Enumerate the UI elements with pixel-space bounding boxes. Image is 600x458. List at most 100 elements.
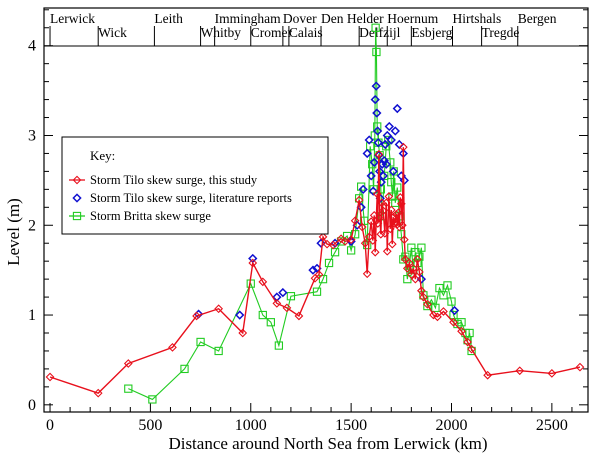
data-point bbox=[192, 311, 201, 321]
data-point bbox=[148, 395, 157, 404]
data-point bbox=[417, 286, 426, 296]
series-0 bbox=[45, 142, 585, 398]
data-point bbox=[412, 254, 422, 264]
data-point bbox=[282, 303, 292, 313]
data-point bbox=[372, 126, 383, 136]
data-point bbox=[515, 366, 525, 376]
y-tick-label: 2 bbox=[28, 217, 36, 234]
data-point bbox=[463, 337, 472, 347]
station-label: Den Helder bbox=[321, 11, 384, 26]
legend-entry: Storm Tilo skew surge, this study bbox=[69, 173, 258, 187]
data-point bbox=[408, 263, 418, 273]
data-point bbox=[45, 372, 55, 382]
data-point bbox=[387, 178, 396, 187]
station-label: Leith bbox=[154, 11, 183, 26]
data-point bbox=[384, 192, 394, 201]
data-point bbox=[372, 189, 382, 199]
legend-marker bbox=[72, 211, 82, 221]
data-point bbox=[357, 222, 367, 232]
data-point bbox=[381, 159, 391, 169]
data-point bbox=[372, 47, 381, 57]
data-point bbox=[314, 270, 324, 280]
data-point bbox=[386, 135, 396, 145]
data-point bbox=[93, 388, 103, 398]
data-point bbox=[350, 216, 360, 226]
data-point bbox=[439, 307, 448, 316]
data-point bbox=[248, 253, 258, 264]
legend: Key: Storm Tilo skew surge, this study St… bbox=[61, 136, 329, 235]
data-point bbox=[393, 208, 403, 218]
legend-title: Key: bbox=[90, 148, 115, 163]
station-label: Dover bbox=[283, 11, 317, 26]
data-point bbox=[272, 292, 282, 302]
data-point bbox=[366, 171, 376, 181]
data-point bbox=[394, 222, 404, 232]
data-point bbox=[467, 346, 476, 356]
data-point bbox=[370, 94, 380, 105]
data-point bbox=[373, 122, 382, 131]
data-point bbox=[403, 274, 412, 284]
data-point bbox=[379, 155, 389, 166]
axis-ticks bbox=[44, 9, 588, 412]
x-axis-title: Distance around North Sea from Lerwick (… bbox=[168, 434, 487, 453]
data-point bbox=[180, 364, 189, 374]
x-tick-label: 2500 bbox=[536, 417, 568, 434]
x-tick-label: 1500 bbox=[335, 417, 367, 434]
data-point bbox=[324, 258, 334, 268]
tick-labels: 0 500 1000 1500 2000 2500 0 1 2 3 4 bbox=[28, 38, 568, 434]
data-point bbox=[385, 224, 395, 234]
data-point bbox=[415, 267, 424, 277]
series-layer bbox=[45, 23, 585, 404]
data-point bbox=[427, 295, 436, 304]
legend-label: Storm Tilo skew surge, this study bbox=[90, 173, 258, 187]
data-point bbox=[416, 274, 427, 284]
legend-marker bbox=[72, 175, 82, 185]
data-point bbox=[390, 126, 400, 136]
data-point bbox=[447, 297, 456, 306]
data-point bbox=[308, 265, 318, 275]
data-point bbox=[371, 23, 380, 32]
data-point bbox=[235, 310, 245, 320]
plot-border bbox=[43, 7, 589, 413]
y-tick-label: 0 bbox=[28, 397, 36, 414]
data-point bbox=[404, 258, 414, 268]
data-point bbox=[396, 199, 406, 209]
data-point bbox=[248, 258, 258, 268]
x-tick-label: 1000 bbox=[235, 417, 267, 434]
station-label: Whitby bbox=[201, 25, 242, 40]
data-point bbox=[358, 184, 368, 195]
data-point bbox=[399, 255, 408, 264]
data-point bbox=[274, 341, 284, 350]
data-point bbox=[457, 326, 466, 336]
data-point bbox=[350, 230, 360, 239]
data-point bbox=[388, 166, 398, 177]
data-point bbox=[398, 142, 408, 152]
x-tick-label: 500 bbox=[138, 417, 162, 434]
station-label: Immingham bbox=[215, 11, 281, 26]
y-tick-label: 1 bbox=[28, 307, 36, 324]
data-point bbox=[375, 213, 385, 223]
data-point bbox=[386, 205, 396, 215]
y-tick-label: 4 bbox=[28, 38, 36, 55]
station-label: Calais bbox=[289, 25, 323, 40]
data-point bbox=[360, 238, 370, 248]
data-point bbox=[382, 246, 392, 256]
data-point bbox=[376, 229, 386, 239]
data-point bbox=[457, 318, 466, 327]
y-axis-title: Level (m) bbox=[4, 198, 23, 266]
data-point bbox=[354, 195, 364, 205]
data-point bbox=[373, 219, 383, 228]
data-point bbox=[394, 139, 404, 150]
station-label: Esbjerg bbox=[411, 25, 452, 40]
station-label: Lerwick bbox=[50, 11, 95, 26]
data-point bbox=[369, 157, 379, 168]
plot-frame bbox=[43, 7, 589, 413]
data-point bbox=[423, 299, 432, 309]
legend-label: Storm Britta skew surge bbox=[90, 209, 211, 223]
data-point bbox=[402, 263, 412, 273]
data-point bbox=[431, 303, 440, 313]
data-point bbox=[371, 81, 381, 91]
data-point bbox=[196, 337, 205, 347]
data-point bbox=[364, 135, 374, 145]
data-point bbox=[378, 206, 388, 216]
